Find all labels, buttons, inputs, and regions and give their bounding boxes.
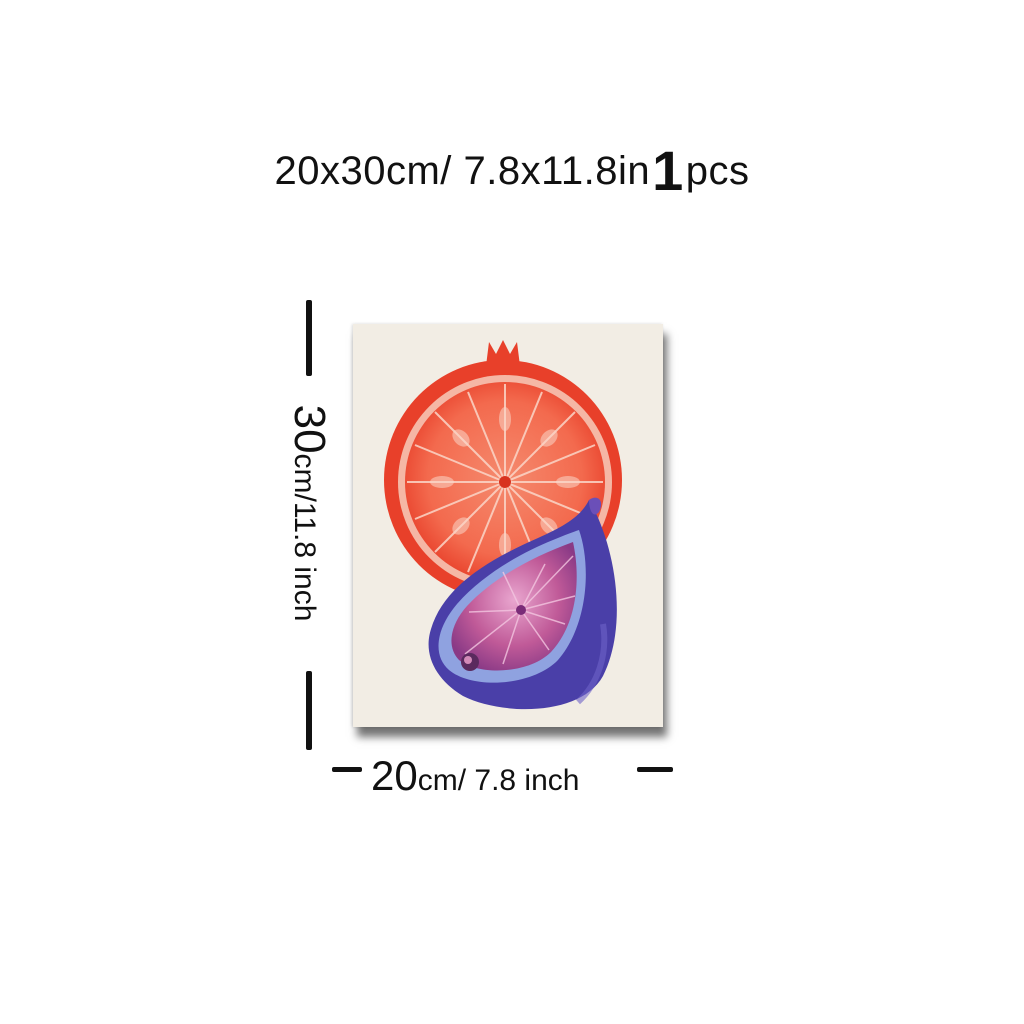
fruit-illustration (384, 340, 622, 710)
height-number: 30 (285, 404, 334, 454)
fig-half (428, 497, 617, 710)
height-dimension-line-top (306, 300, 312, 376)
width-unit: cm/ 7.8 inch (417, 764, 580, 797)
art-print (353, 324, 663, 727)
quantity-number: 1 (652, 139, 684, 202)
height-dimension-label: 30cm/11.8 inch (284, 405, 334, 622)
width-number: 20 (371, 752, 418, 799)
quantity-unit: pcs (685, 149, 750, 193)
size-text: 20x30cm/ 7.8x11.8in (274, 149, 651, 193)
height-dimension-line-bottom (306, 671, 312, 750)
width-dimension-line-right (637, 767, 673, 772)
width-dimension-line-left (332, 767, 362, 772)
width-dimension-label: 20cm/ 7.8 inch (371, 752, 579, 800)
height-unit: cm/11.8 inch (288, 453, 321, 622)
size-quantity-title: 20x30cm/ 7.8x11.8in1pcs (0, 138, 1024, 203)
